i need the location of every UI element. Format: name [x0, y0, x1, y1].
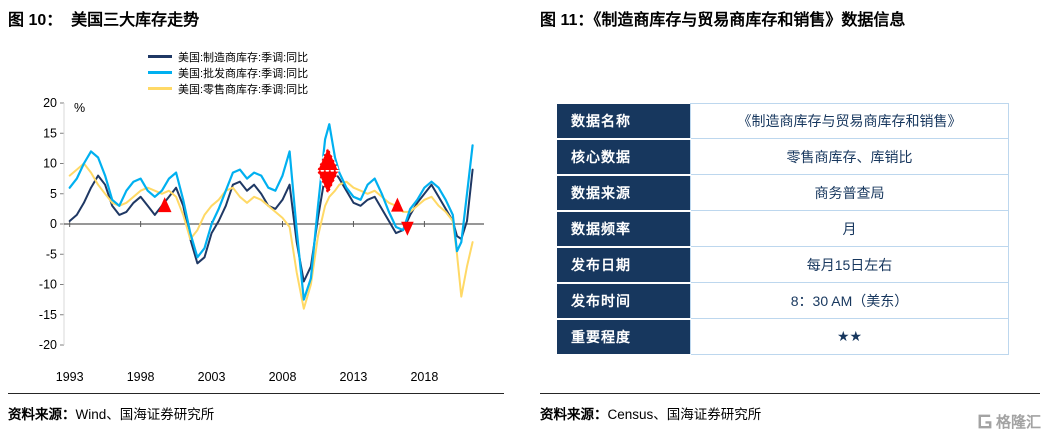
annotation-arrow	[315, 170, 340, 197]
legend-label: 美国:批发商库存:季调:同比	[178, 67, 309, 80]
figure11-title: 图 11：《制造商库存与贸易商库存和销售》数据信息	[540, 12, 906, 29]
table-row: 重要程度 ★★	[557, 318, 1009, 356]
table-row: 发布日期 每月15日左右	[557, 246, 1009, 284]
source-label: 资料来源：	[540, 407, 608, 422]
info-table-body: 数据名称 《制造商库存与贸易商库存和销售》 核心数据 零售商库存、库销比 数据来源 商务普…	[557, 103, 1009, 356]
y-axis-label: -20	[39, 338, 57, 352]
legend-label: 美国:零售商库存:季调:同比	[178, 83, 309, 96]
x-axis-label: 2003	[198, 370, 226, 384]
y-axis-label: 15	[43, 126, 57, 140]
series-line	[68, 165, 474, 283]
row-value: 商务普查局	[690, 174, 1009, 211]
source-value: Wind、国海证券研究所	[75, 407, 215, 422]
annotation-arrow	[401, 221, 414, 236]
series-line	[68, 162, 474, 310]
gelonghui-logo: 格隆汇	[976, 411, 1041, 432]
annotation-arrow	[158, 197, 172, 213]
x-axis-label: 1993	[56, 370, 84, 384]
y-axis-label: -10	[39, 278, 57, 292]
row-value: ★★	[690, 318, 1009, 355]
row-value: 《制造商库存与贸易商库存和销售》	[690, 103, 1009, 139]
row-value: 零售商库存、库销比	[690, 138, 1009, 175]
y-axis-label: 10	[43, 157, 57, 171]
y-unit-label: %	[74, 101, 85, 115]
legend-swatch	[148, 71, 172, 74]
chart-legend: 美国:制造商库存:季调:同比 美国:批发商库存:季调:同比 美国:零售商库存:季调:…	[148, 50, 309, 96]
x-axis-label: 2013	[340, 370, 368, 384]
legend-item: 美国:批发商库存:季调:同比	[148, 66, 309, 80]
row-value: 每月15日左右	[690, 246, 1009, 283]
figure11-source: 资料来源：Census、国海证券研究所	[540, 393, 1040, 423]
row-value: 月	[690, 210, 1009, 247]
row-label: 重要程度	[557, 318, 691, 356]
x-axis-label: 1998	[127, 370, 155, 384]
row-label: 发布时间	[557, 282, 691, 320]
x-axis-label: 2008	[269, 370, 297, 384]
annotation-arrow	[391, 197, 404, 212]
figure10-title: 图 10： 美国三大库存走势	[8, 12, 200, 29]
legend-swatch	[148, 55, 172, 58]
table-row: 发布时间 8：30 AM（美东）	[557, 282, 1009, 320]
table-row: 数据名称 《制造商库存与贸易商库存和销售》	[557, 103, 1009, 140]
source-label: 资料来源：	[8, 407, 76, 422]
gelonghui-logo-icon	[978, 414, 992, 429]
series-line	[68, 123, 474, 301]
y-axis-label: 0	[50, 217, 57, 231]
legend-swatch	[148, 87, 172, 90]
y-axis-label: -5	[46, 247, 57, 261]
row-label: 数据名称	[557, 103, 691, 140]
y-axis-label: 5	[50, 187, 57, 201]
legend-item: 美国:制造商库存:季调:同比	[148, 50, 309, 64]
y-axis-label: -15	[39, 308, 57, 322]
table-row: 数据来源 商务普查局	[557, 174, 1009, 212]
y-axis-label: 20	[43, 96, 57, 110]
figure10-source: 资料来源：Wind、国海证券研究所	[8, 393, 504, 423]
row-value: 8：30 AM（美东）	[690, 282, 1009, 319]
row-label: 数据来源	[557, 174, 691, 212]
gelonghui-logo-text: 格隆汇	[995, 414, 1041, 431]
source-value: Census、国海证券研究所	[607, 407, 762, 422]
inventory-chart: 20 15 10 5 0 -5 -10 -15 -20% 1993 1998 2003 2008 2013…	[39, 96, 484, 384]
row-label: 核心数据	[557, 138, 691, 176]
table-row: 数据频率月	[557, 210, 1009, 248]
table-row: 核心数据 零售商库存、库销比	[557, 138, 1009, 176]
legend-item: 美国:零售商库存:季调:同比	[148, 82, 309, 96]
info-table: 数据名称 《制造商库存与贸易商库存和销售》 核心数据 零售商库存、库销比 数据来源 商务普…	[557, 103, 1009, 356]
legend-label: 美国:制造商库存:季调:同比	[178, 51, 309, 64]
row-label: 数据频率	[557, 210, 691, 248]
x-axis-label: 2018	[410, 370, 438, 384]
row-label: 发布日期	[557, 246, 691, 284]
